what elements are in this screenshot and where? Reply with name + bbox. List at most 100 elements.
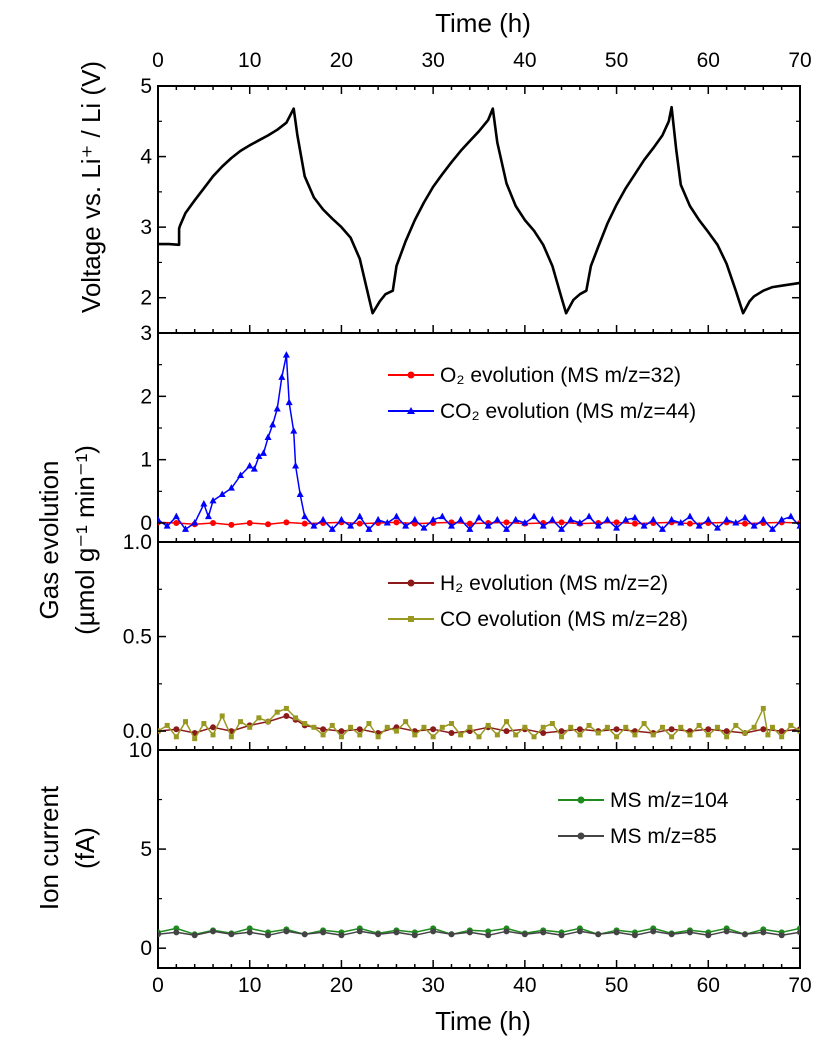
data-point [595,931,602,938]
data-point [705,932,712,939]
data-point [448,931,455,938]
data-point [301,512,309,520]
series-group-gas2 [158,705,800,742]
data-point [760,929,767,936]
data-point [540,929,547,936]
data-point [476,734,482,740]
data-point [539,522,547,529]
data-point [383,519,391,526]
data-point [204,512,212,520]
legend-label: H₂ evolution (MS m/z=2) [440,572,668,595]
data-point [338,734,344,740]
data-point [466,525,474,532]
data-point [393,929,400,936]
data-point [219,713,225,719]
legend-swatch-marker [577,832,585,840]
legend-swatch-marker [577,796,585,804]
data-point [503,728,510,735]
data-point [503,928,510,935]
data-point [374,515,382,523]
y-tick-label: 3 [140,322,152,345]
x-tick-label-bottom: 60 [697,974,720,997]
x-tick-label-top: 30 [421,49,444,72]
x-tick-label-top: 60 [697,49,720,72]
legend-label: O₂ evolution (MS m/z=32) [440,364,681,387]
data-point [494,732,500,738]
data-point [668,931,675,938]
data-point [768,525,776,532]
data-point [210,928,217,935]
data-point [540,724,546,730]
legend-label: MS m/z=85 [610,825,717,848]
data-point [191,932,198,939]
data-point [402,522,410,529]
data-point [742,730,748,736]
x-tick-label-top: 40 [513,49,536,72]
data-point [265,521,272,528]
x-tick-label-top: 0 [152,49,164,72]
data-point [484,522,492,529]
data-point [797,929,800,936]
data-point [164,722,170,728]
data-point [173,520,180,526]
data-point [183,719,189,725]
series-line-ion-1 [158,930,800,937]
data-point [439,724,445,730]
data-point [347,522,355,529]
data-point [586,722,592,728]
data-point [301,931,308,938]
data-point [503,519,510,526]
data-point [228,734,234,740]
data-point [559,734,565,740]
series-group-voltage [158,105,800,315]
data-point [512,515,520,523]
data-point [705,732,711,738]
data-point [264,433,272,440]
panel-frames [157,85,801,969]
data-point [200,500,208,507]
data-point [328,525,336,532]
data-point [320,732,326,738]
data-point [485,722,491,728]
data-point [576,928,583,935]
data-point [173,929,180,936]
data-point [375,734,381,740]
data-point [521,931,528,938]
legend-layer: O₂ evolution (MS m/z=32) CO₂ evolution (M… [388,364,729,848]
data-point [558,932,565,939]
data-point [228,521,235,528]
data-point [614,734,620,740]
data-point [613,929,620,936]
data-point [714,724,720,730]
data-point [283,705,289,711]
data-point [677,519,685,526]
x-tick-label-bottom: 70 [788,974,811,997]
data-point [796,522,800,529]
data-point [285,398,293,406]
data-point [723,928,730,935]
data-point [365,525,373,532]
data-point [613,519,620,526]
data-point [292,462,300,469]
data-point [393,728,399,734]
x-tick-label-bottom: 10 [238,974,261,997]
data-point [548,515,556,523]
data-point [658,525,666,532]
data-point [366,721,372,727]
data-point [686,520,693,527]
data-point [695,522,703,529]
y-tick-label: 0 [140,512,152,535]
data-point [201,721,207,727]
ticks-layer: 001010202030304040505060607070234501230.… [123,49,812,997]
data-point [438,512,446,520]
data-point [549,721,555,727]
data-point [337,515,345,523]
data-point [576,519,584,526]
legend-swatch-marker [408,616,414,622]
data-point [576,726,583,733]
data-point [686,929,693,936]
data-point [448,729,455,736]
data-point [568,724,574,730]
data-point [678,724,684,730]
